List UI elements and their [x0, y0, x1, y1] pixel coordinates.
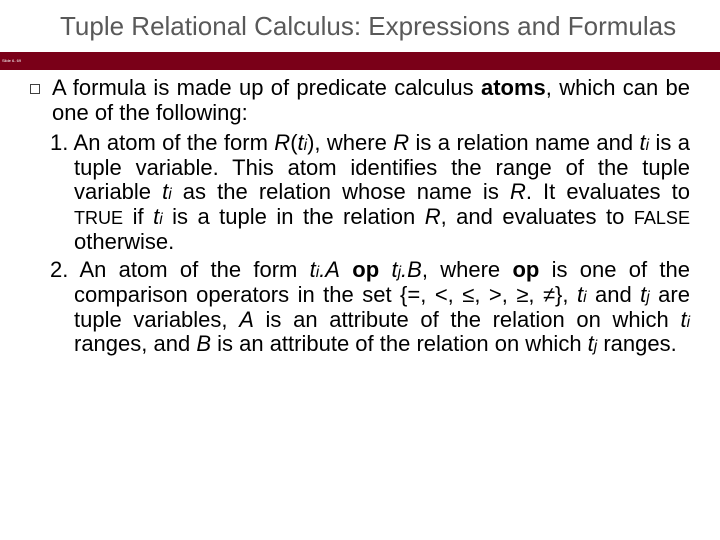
text-run: if — [123, 204, 153, 229]
item-number: 2. — [50, 257, 79, 282]
text-run: An atom of the form — [74, 130, 275, 155]
text-smallcaps: FALSE — [634, 208, 690, 228]
text-italic: .B — [401, 257, 422, 282]
text-run: and — [587, 282, 641, 307]
text-strong: atoms — [481, 75, 546, 100]
list-item-1: 1. An atom of the form R(ti), where R is… — [30, 131, 690, 254]
text-italic: R — [425, 204, 441, 229]
item-number: 1. — [50, 130, 74, 155]
text-smallcaps: TRUE — [74, 208, 123, 228]
text-run: ranges, and — [74, 331, 196, 356]
text-run: , where — [422, 257, 513, 282]
text-run: A formula is made up of predicate calcul… — [52, 75, 481, 100]
text-run: , and evaluates to — [441, 204, 634, 229]
text-run: is a tuple in the relation — [163, 204, 425, 229]
text-run: is an attribute of the relation on which — [211, 331, 588, 356]
text-strong: op — [352, 257, 379, 282]
text-run: is a relation name and — [409, 130, 639, 155]
text-run: ranges. — [597, 331, 677, 356]
list-item-2: 2. An atom of the form ti.A op tj.B, whe… — [30, 258, 690, 357]
text-subscript: i — [687, 314, 690, 331]
slide-label-bar: Slide 6- 69 — [0, 52, 720, 70]
title-area: Tuple Relational Calculus: Expressions a… — [0, 0, 720, 52]
text-run: An atom of the form — [79, 257, 309, 282]
text-italic: R — [393, 130, 409, 155]
text-run — [340, 257, 352, 282]
text-run: as the relation whose name is — [172, 179, 510, 204]
numbered-list: 1. An atom of the form R(ti), where R is… — [30, 131, 690, 357]
slide-number-label: Slide 6- 69 — [2, 59, 21, 63]
slide-title: Tuple Relational Calculus: Expressions a… — [60, 12, 720, 42]
text-italic: R — [510, 179, 526, 204]
text-strong: op — [512, 257, 539, 282]
bullet-text: A formula is made up of predicate calcul… — [52, 76, 690, 125]
text-run: is an attribute of the relation on which — [254, 307, 681, 332]
text-run: otherwise. — [74, 229, 174, 254]
text-italic: A — [239, 307, 254, 332]
bullet-box-icon — [30, 84, 40, 94]
text-italic: .A — [319, 257, 340, 282]
content-area: A formula is made up of predicate calcul… — [0, 70, 720, 357]
text-run: ( — [290, 130, 297, 155]
bullet-item: A formula is made up of predicate calcul… — [30, 76, 690, 125]
text-run — [379, 257, 391, 282]
text-run: , where — [314, 130, 393, 155]
text-italic: R — [274, 130, 290, 155]
text-italic: B — [196, 331, 211, 356]
text-run: . It evaluates to — [526, 179, 690, 204]
